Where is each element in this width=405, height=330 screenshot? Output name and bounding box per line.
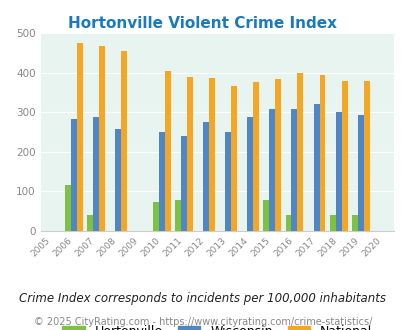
Bar	[269, 110, 275, 231]
Bar	[65, 185, 70, 231]
Bar	[263, 200, 269, 231]
Bar	[357, 115, 363, 231]
Bar	[329, 215, 335, 231]
Bar	[70, 119, 77, 231]
Text: © 2025 CityRating.com - https://www.cityrating.com/crime-statistics/: © 2025 CityRating.com - https://www.city…	[34, 317, 371, 327]
Bar	[77, 43, 83, 231]
Bar	[98, 46, 104, 231]
Bar	[253, 82, 259, 231]
Legend: Hortonville, Wisconsin, National: Hortonville, Wisconsin, National	[57, 320, 377, 330]
Bar	[291, 110, 297, 231]
Text: Hortonville Violent Crime Index: Hortonville Violent Crime Index	[68, 16, 337, 31]
Bar	[275, 79, 281, 231]
Text: Crime Index corresponds to incidents per 100,000 inhabitants: Crime Index corresponds to incidents per…	[19, 292, 386, 305]
Bar	[153, 202, 159, 231]
Bar	[175, 200, 181, 231]
Bar	[351, 215, 357, 231]
Bar	[297, 73, 303, 231]
Bar	[313, 104, 319, 231]
Bar	[202, 122, 209, 231]
Bar	[181, 136, 187, 231]
Bar	[319, 75, 325, 231]
Bar	[159, 132, 164, 231]
Bar	[187, 77, 192, 231]
Bar	[285, 215, 291, 231]
Bar	[247, 117, 253, 231]
Bar	[87, 215, 93, 231]
Bar	[121, 51, 126, 231]
Bar	[225, 132, 231, 231]
Bar	[209, 78, 215, 231]
Bar	[164, 71, 171, 231]
Bar	[93, 117, 98, 231]
Bar	[115, 129, 121, 231]
Bar	[363, 81, 369, 231]
Bar	[341, 81, 347, 231]
Bar	[335, 112, 341, 231]
Bar	[231, 86, 237, 231]
